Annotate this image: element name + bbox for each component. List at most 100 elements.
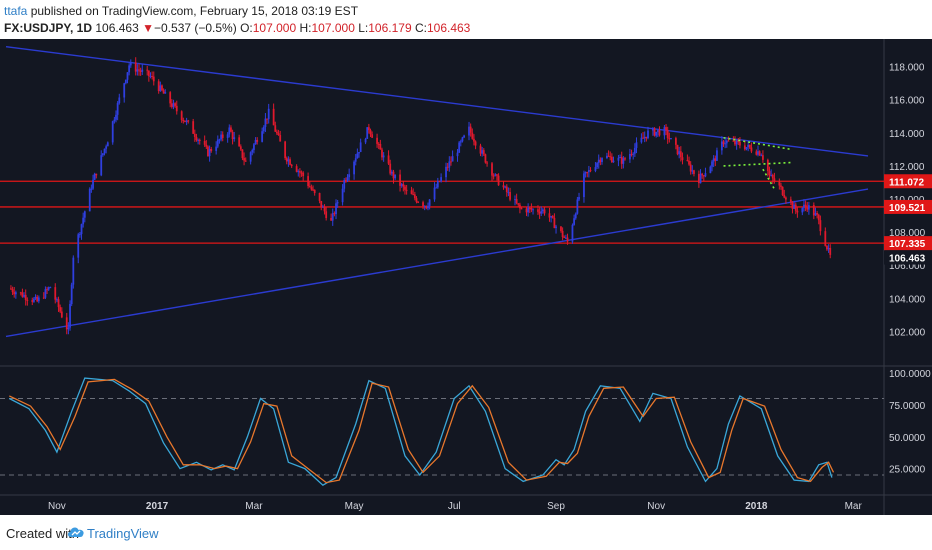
candle-body: [645, 136, 648, 139]
candle-body: [59, 307, 62, 312]
candle-body: [312, 189, 314, 191]
tradingview-brand-link[interactable]: TradingView: [87, 526, 159, 541]
candle-body: [300, 172, 303, 174]
candle-body: [216, 139, 219, 147]
candle-body: [709, 166, 712, 174]
candle-body: [336, 202, 339, 204]
candle-body: [564, 237, 567, 239]
candle-body: [428, 199, 431, 206]
candle-body: [517, 203, 520, 205]
candle-body: [333, 213, 336, 215]
low-value: 106.179: [368, 21, 412, 35]
candle-body: [343, 180, 346, 189]
candle-body: [538, 211, 541, 214]
candle-body: [299, 171, 301, 173]
candle-body: [451, 156, 454, 162]
candle-body: [205, 144, 208, 147]
price-change: −0.537 (−0.5%): [154, 21, 237, 35]
candle-body: [505, 186, 508, 193]
candles-group: [10, 57, 832, 335]
candle-body: [606, 155, 608, 159]
candle-body: [146, 69, 149, 71]
candle-body: [571, 224, 574, 242]
high-value: 107.000: [311, 21, 355, 35]
candle-body: [778, 181, 781, 186]
price-chart[interactable]: 102.000104.000106.000108.000110.000112.0…: [0, 39, 932, 515]
candle-body: [308, 186, 311, 188]
candle-body: [757, 151, 759, 155]
candle-body: [279, 135, 282, 142]
candle-body: [274, 125, 277, 132]
candle-body: [589, 170, 592, 172]
candle-body: [463, 135, 465, 138]
candle-body: [128, 65, 131, 73]
candle-body: [519, 204, 521, 209]
candle-body: [364, 138, 367, 143]
candle-body: [377, 143, 380, 145]
candle-body: [210, 149, 213, 151]
candle-body: [768, 171, 771, 176]
time-tick-label: Mar: [845, 501, 863, 512]
candle-body: [620, 157, 623, 164]
candle-body: [515, 199, 518, 204]
candle-body: [272, 108, 275, 126]
candle-body: [688, 160, 690, 165]
candle-body: [816, 212, 819, 215]
price-tick-label: 112.000: [889, 162, 925, 173]
candle-body: [479, 145, 482, 154]
candle-body: [138, 69, 140, 71]
candle-body: [599, 159, 602, 162]
candle-body: [819, 220, 822, 232]
candle-body: [642, 137, 644, 139]
candle-body: [697, 173, 700, 184]
candle-body: [21, 292, 24, 297]
candle-body: [686, 160, 689, 162]
author-link[interactable]: ttafa: [4, 4, 28, 18]
candle-body: [37, 297, 40, 302]
candle-body: [141, 69, 144, 72]
candle-body: [425, 205, 428, 209]
candle-body: [134, 62, 137, 72]
candle-body: [267, 108, 270, 120]
candle-body: [10, 288, 12, 290]
candle-body: [666, 130, 669, 139]
candle-body: [607, 155, 610, 157]
candle-body: [785, 197, 787, 200]
candle-body: [803, 204, 805, 208]
time-tick-label: Sep: [547, 501, 565, 512]
candle-body: [553, 217, 556, 229]
candle-body: [151, 76, 154, 78]
price-tick-label: 116.000: [889, 96, 925, 107]
candle-body: [537, 209, 539, 212]
candle-body: [321, 206, 324, 208]
candle-body: [180, 111, 183, 120]
candle-body: [184, 120, 186, 122]
candle-body: [532, 209, 534, 211]
stochastic-tick-label: 75.0000: [889, 401, 926, 412]
tradingview-cloud-icon[interactable]: [66, 524, 86, 543]
candle-body: [665, 127, 667, 131]
candle-body: [812, 205, 815, 216]
candle-body: [647, 130, 649, 139]
price-tick-label: 106.000: [889, 261, 926, 272]
candle-body: [678, 151, 681, 155]
candle-body: [376, 137, 378, 144]
candle-body: [251, 149, 254, 153]
candle-body: [175, 105, 178, 112]
candle-body: [609, 156, 612, 158]
candle-body: [658, 130, 661, 136]
stochastic-d-line: [9, 378, 835, 484]
candle-body: [55, 299, 58, 301]
candle-body: [77, 234, 80, 258]
candle-body: [446, 166, 449, 168]
candle-body: [594, 167, 597, 171]
candle-body: [433, 187, 436, 200]
candle-body: [725, 140, 728, 144]
candle-body: [218, 139, 221, 141]
candle-body: [576, 199, 579, 214]
candle-body: [254, 139, 257, 145]
symbol-label: FX:USDJPY, 1D: [4, 21, 93, 35]
candle-body: [735, 140, 738, 145]
candle-body: [341, 188, 344, 203]
candle-body: [482, 150, 485, 155]
